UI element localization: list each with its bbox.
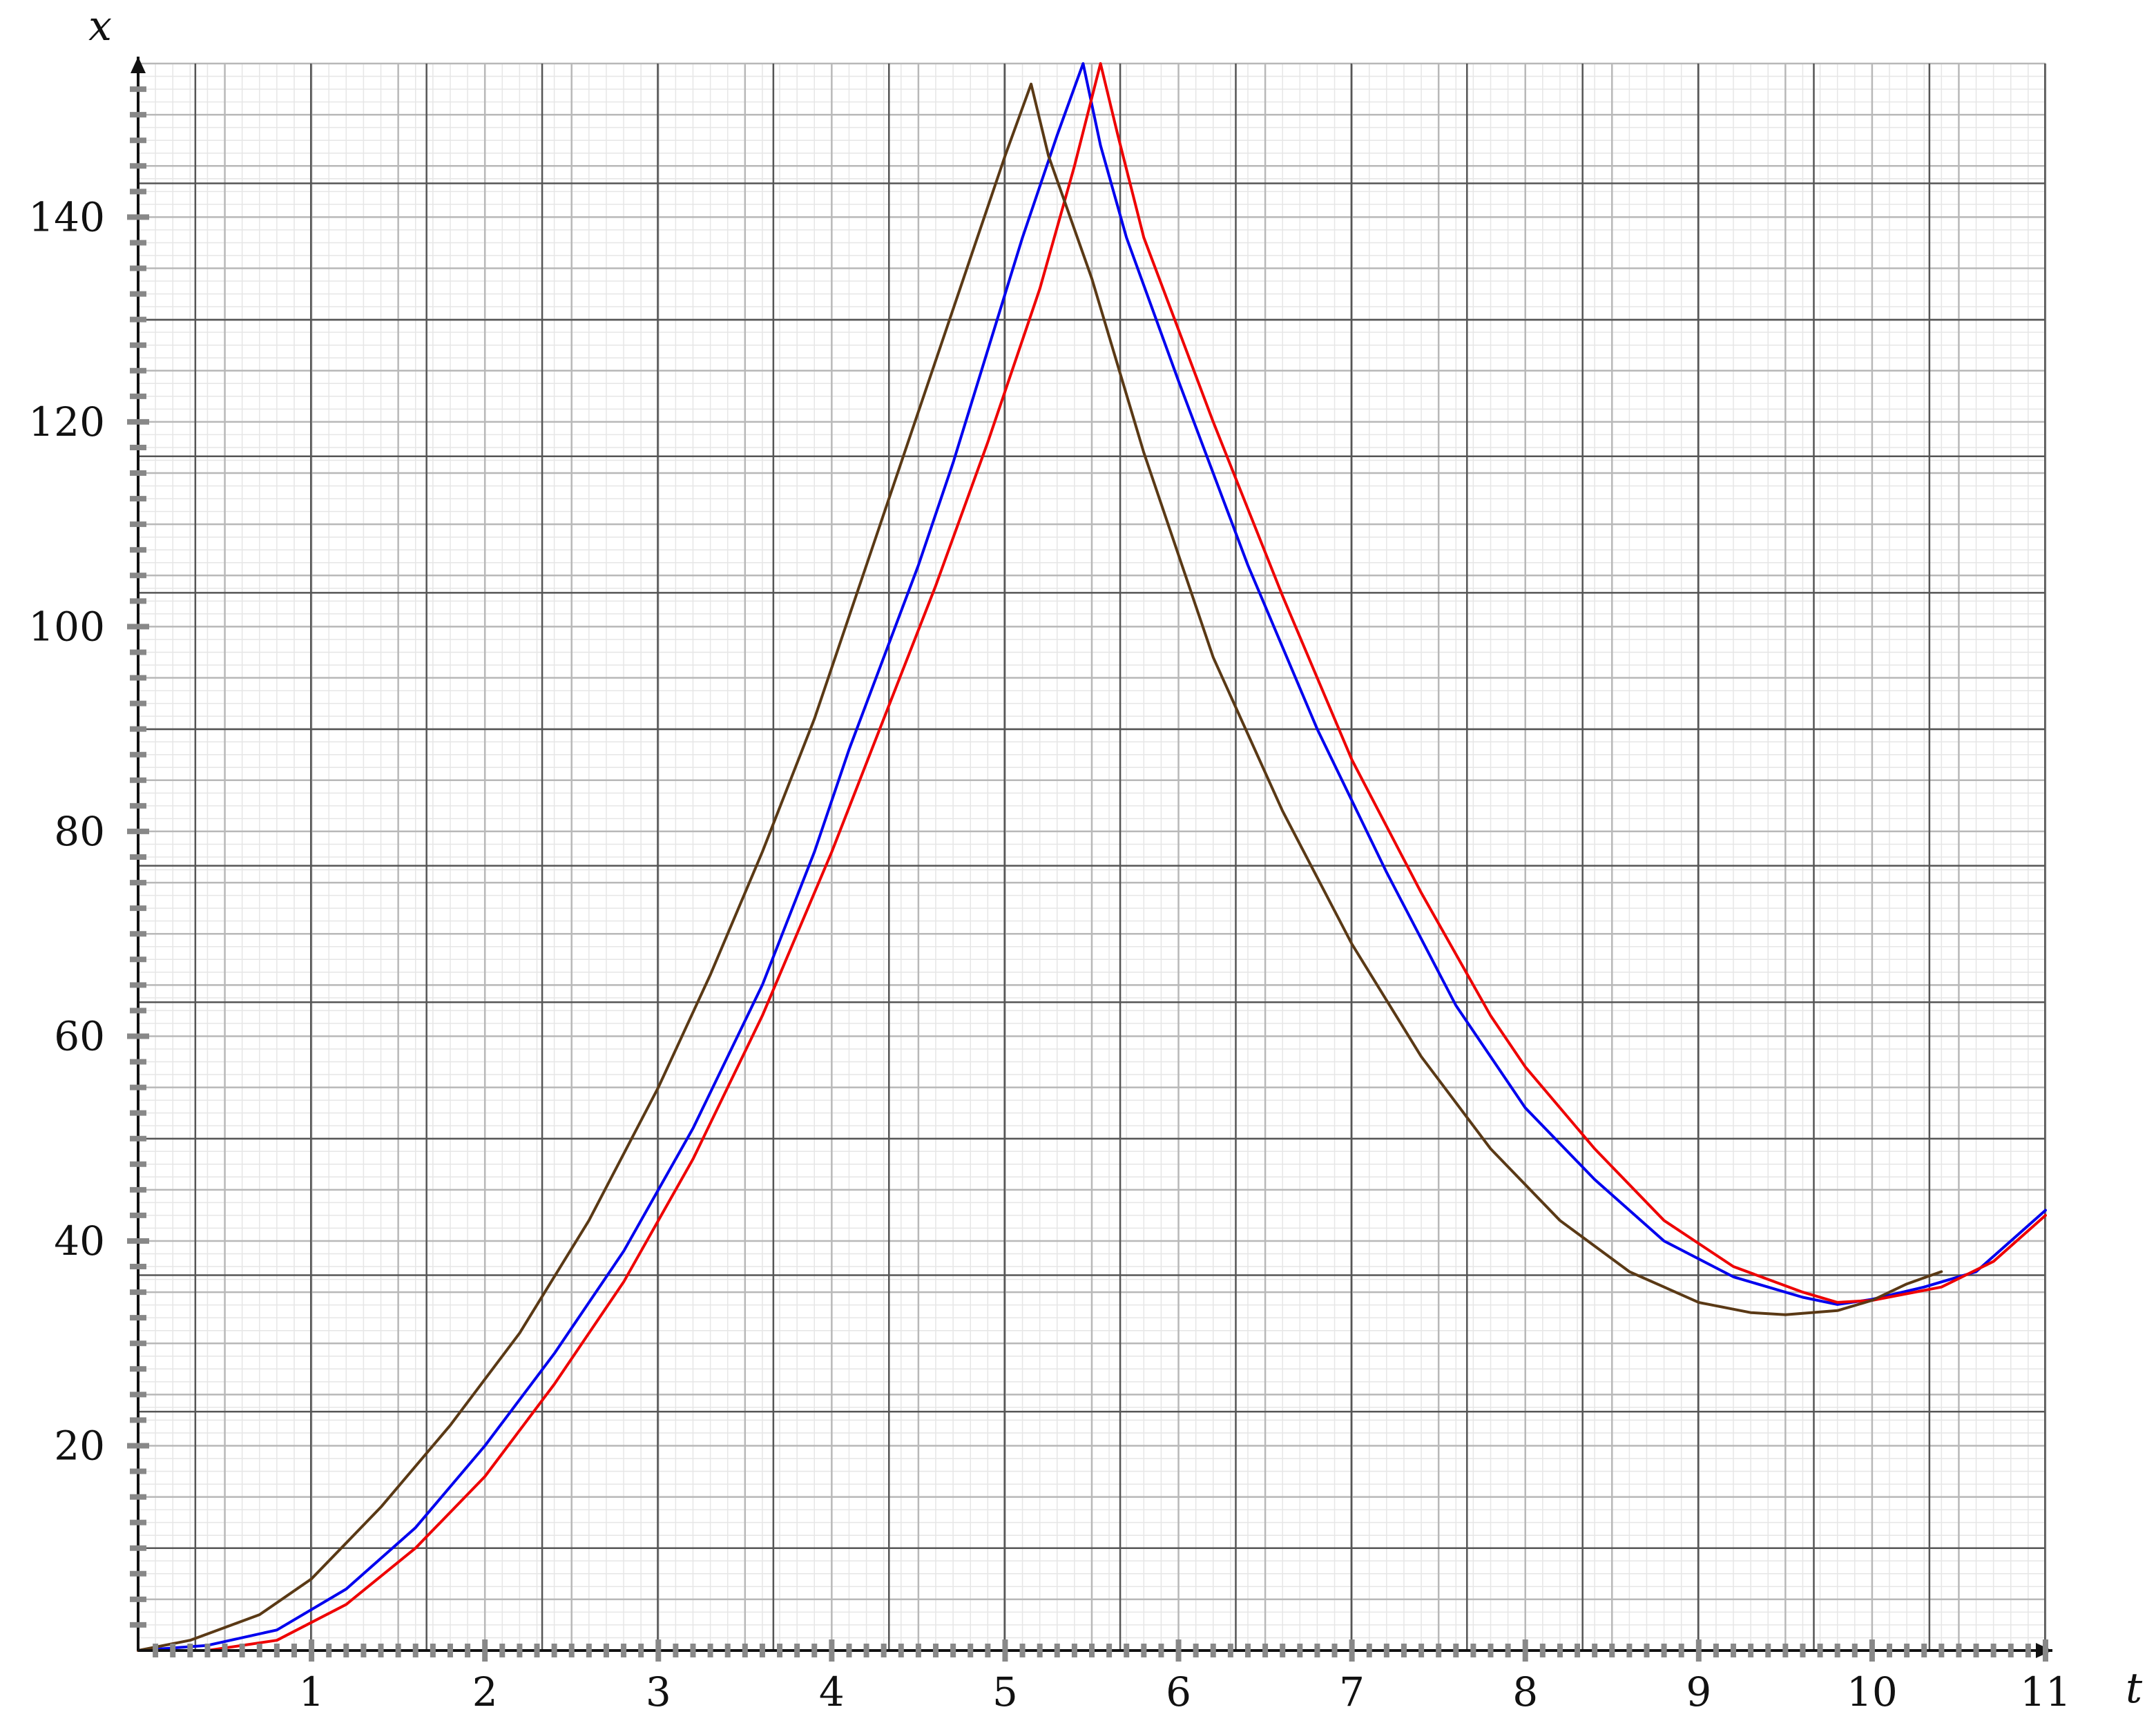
series-line-1 (137, 62, 2047, 1652)
x-tick-label: 4 (819, 1668, 845, 1715)
x-tick-label: 3 (646, 1668, 671, 1715)
y-tick-label: 100 (28, 603, 105, 650)
y-tick-label: 140 (28, 193, 105, 240)
y-tick-label: 80 (54, 808, 105, 855)
x-tick-label: 7 (1339, 1668, 1365, 1715)
grid (137, 62, 2047, 1652)
y-tick-label: 60 (54, 1012, 105, 1059)
series-line-2 (137, 62, 2047, 1652)
y-axis-arrow (131, 57, 146, 73)
x-tick-label: 11 (2020, 1668, 2071, 1715)
tick-labels: 1 2 3 4 5 6 7 8 9 10 11 20 40 60 80 100 120 140 (28, 193, 2071, 1715)
x-axis-label: t (2126, 1664, 2143, 1713)
x-tick-label: 2 (472, 1668, 498, 1715)
y-tick-label: 120 (28, 398, 105, 445)
y-tick-label: 20 (54, 1422, 105, 1469)
x-tick-label: 6 (1166, 1668, 1191, 1715)
y-axis-label: x (88, 2, 112, 50)
axes (130, 57, 2052, 1658)
y-tick-label: 40 (54, 1218, 105, 1264)
series-line-3 (137, 82, 1943, 1652)
series-group (137, 62, 2047, 1652)
x-tick-label: 1 (299, 1668, 325, 1715)
x-tick-label: 8 (1512, 1668, 1538, 1715)
x-tick-label: 5 (992, 1668, 1018, 1715)
x-tick-label: 9 (1686, 1668, 1711, 1715)
x-tick-label: 10 (1847, 1668, 1898, 1715)
